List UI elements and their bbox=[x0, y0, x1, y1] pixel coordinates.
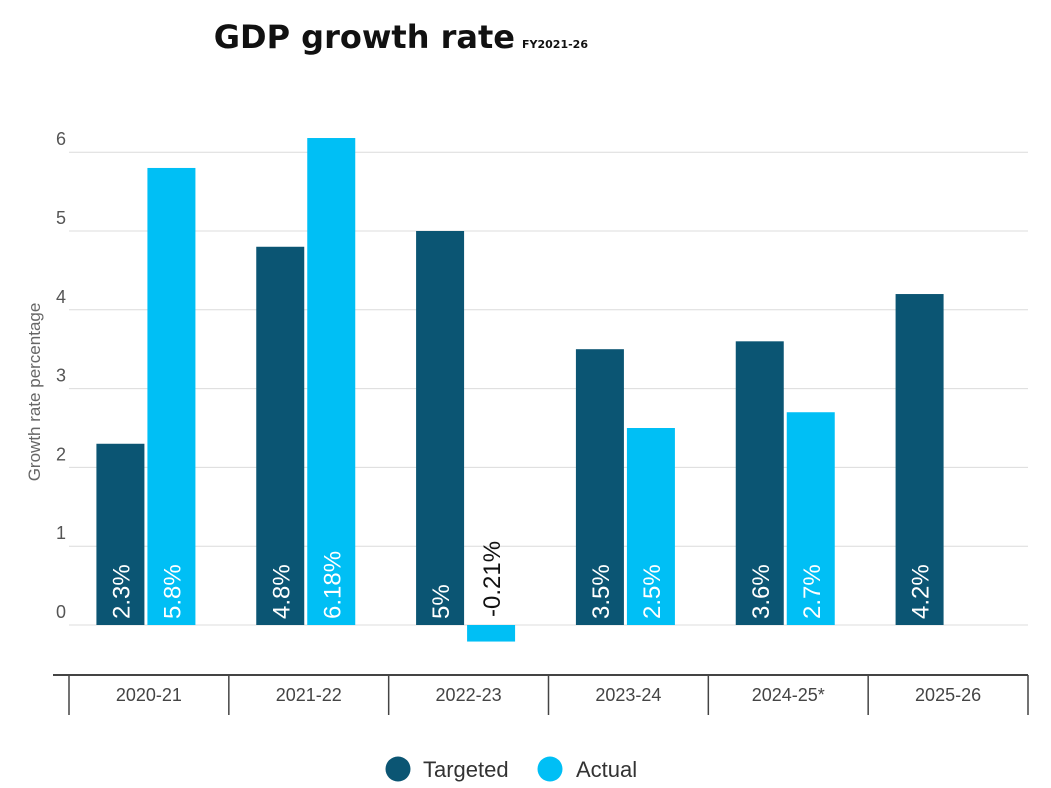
data-label: 5.8% bbox=[159, 564, 186, 619]
legend-label-targeted: Targeted bbox=[423, 757, 509, 782]
bar-targeted-2025-26 bbox=[895, 294, 944, 625]
y-axis-label: Growth rate percentage bbox=[25, 303, 44, 482]
x-tick-label: 2022-23 bbox=[436, 685, 502, 705]
data-labels: 2.3% 5.8% 4.8% 6.18% 5% -0.21% 3.5% 2.5% 3.6% 2.7… bbox=[108, 541, 934, 619]
gridlines bbox=[69, 151, 1028, 626]
y-tick-labels: 0 1 2 3 4 5 6 bbox=[56, 129, 66, 622]
data-label: 3.6% bbox=[748, 564, 775, 619]
data-label: 2.7% bbox=[799, 564, 826, 619]
y-tick-label: 0 bbox=[56, 602, 66, 622]
data-label: 4.2% bbox=[908, 564, 935, 619]
legend-label-actual: Actual bbox=[576, 757, 637, 782]
y-tick-label: 2 bbox=[56, 444, 66, 464]
bar-targeted-2024-25 bbox=[735, 341, 784, 625]
chart-title: GDP growth rate bbox=[214, 18, 515, 56]
bar-targeted-2020-21 bbox=[96, 443, 145, 625]
chart-subtitle: FY2021-26 bbox=[522, 38, 588, 51]
y-tick-label: 3 bbox=[56, 366, 66, 386]
y-tick-label: 5 bbox=[56, 208, 66, 228]
x-tick-label: 2024-25* bbox=[752, 685, 825, 705]
y-tick-label: 4 bbox=[56, 287, 66, 307]
bar-targeted-2022-23 bbox=[416, 231, 465, 625]
bar-actual-2023-24 bbox=[626, 428, 675, 625]
bar-actual-2021-22 bbox=[307, 138, 356, 626]
legend: Targeted Actual bbox=[385, 756, 637, 782]
y-tick-label: 1 bbox=[56, 523, 66, 543]
x-axis: 2020-21 2021-22 2022-23 2023-24 2024-25* 2025… bbox=[53, 674, 1029, 715]
x-tick-label: 2020-21 bbox=[116, 685, 182, 705]
bar-actual-2024-25 bbox=[786, 412, 835, 625]
y-tick-label: 6 bbox=[56, 129, 66, 149]
bars bbox=[96, 138, 944, 642]
data-label: -0.21% bbox=[479, 541, 506, 617]
bar-targeted-2021-22 bbox=[256, 246, 305, 625]
x-tick-label: 2023-24 bbox=[595, 685, 661, 705]
bar-targeted-2023-24 bbox=[575, 349, 624, 625]
data-label: 4.8% bbox=[268, 564, 295, 619]
data-label: 3.5% bbox=[588, 564, 615, 619]
x-tick-label: 2025-26 bbox=[915, 685, 981, 705]
legend-swatch-targeted bbox=[385, 756, 411, 782]
data-label: 6.18% bbox=[319, 551, 346, 619]
data-label: 2.5% bbox=[639, 564, 666, 619]
data-label: 5% bbox=[428, 584, 455, 619]
bar-actual-2020-21 bbox=[147, 167, 196, 625]
legend-swatch-actual bbox=[537, 756, 563, 782]
data-label: 2.3% bbox=[108, 564, 135, 619]
bar-actual-2022-23 bbox=[467, 625, 516, 642]
x-tick-label: 2021-22 bbox=[276, 685, 342, 705]
